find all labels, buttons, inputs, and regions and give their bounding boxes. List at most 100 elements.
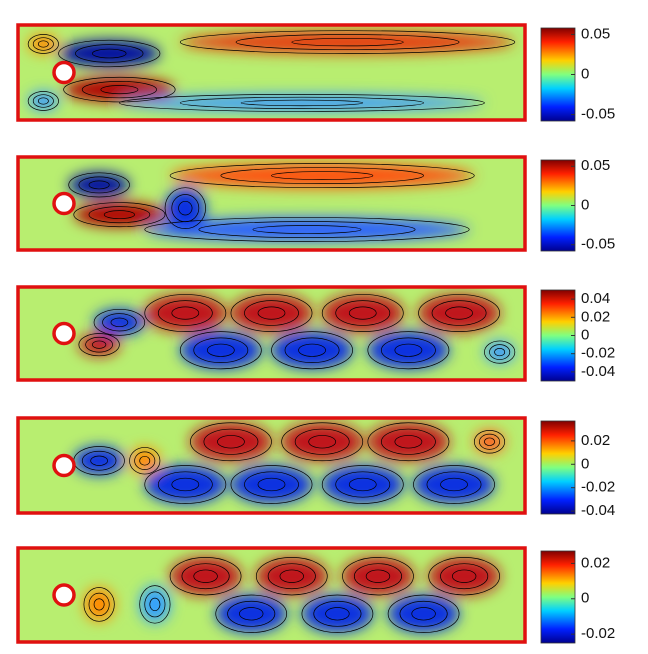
vortex (170, 163, 475, 188)
colorbar-tick-label: 0 (581, 326, 589, 343)
contour-line (78, 333, 120, 357)
contour-line (284, 337, 340, 363)
vortex (170, 557, 242, 595)
contour-line (321, 294, 404, 332)
vortex (94, 309, 145, 336)
vortex (78, 333, 120, 356)
contour-line (90, 455, 108, 466)
vortex (180, 30, 515, 54)
contour-line (252, 225, 362, 234)
contour-line (129, 447, 161, 475)
contour-line (220, 167, 424, 185)
vortex (180, 331, 262, 369)
contour-line (157, 300, 213, 326)
colorbar-tick-label: 0.02 (581, 554, 610, 571)
contour-line (367, 422, 450, 462)
contour-line (81, 81, 157, 99)
vortex (144, 465, 226, 504)
contour-line (190, 422, 272, 462)
contour-line (267, 563, 316, 590)
vortex (230, 294, 313, 332)
contour-line (171, 477, 200, 492)
vortex (165, 187, 206, 229)
vortex (63, 77, 176, 102)
colorbar-tick-label: 0 (581, 65, 589, 82)
contour-line (271, 331, 353, 370)
contour-line (178, 200, 193, 216)
colorbar (540, 289, 576, 382)
contour-line (353, 563, 402, 590)
contour-line (473, 430, 506, 454)
field-blobs (83, 557, 500, 633)
contour-line (63, 76, 176, 103)
colorbar (540, 27, 576, 122)
contour-line (394, 343, 423, 357)
vortex (190, 422, 272, 461)
contour-line (348, 306, 377, 320)
contour-line (88, 592, 110, 617)
contour-line (144, 465, 227, 504)
contour-line (255, 557, 328, 596)
vortex (301, 595, 373, 633)
contour-line (413, 465, 495, 504)
contour-line (484, 340, 516, 364)
contour-line (321, 465, 404, 504)
contour-line (32, 94, 54, 108)
domain-border (16, 416, 527, 515)
contour-line (239, 607, 264, 621)
field-blobs (78, 294, 515, 369)
contour-line (88, 206, 151, 224)
contour-line (479, 433, 500, 450)
contour-line (81, 450, 117, 471)
contour-line (83, 587, 115, 622)
contour-line (244, 300, 299, 326)
contour-line (139, 455, 151, 466)
contour-line (348, 477, 377, 492)
colorbar-tick-label: -0.02 (581, 479, 615, 496)
colorbar-tick-label: 0.02 (581, 308, 610, 325)
vortex (73, 446, 125, 475)
colorbar-tick-label: 0.05 (581, 25, 610, 42)
field-blobs (28, 30, 515, 112)
cylinder (52, 191, 76, 216)
contour-line (206, 343, 235, 357)
colorbar-tick-label: 0.05 (581, 157, 610, 174)
colorbar (540, 159, 576, 252)
vortex (342, 557, 414, 595)
contour-line (279, 569, 304, 583)
contour-line (230, 294, 313, 332)
colorbar-tick-label: -0.05 (581, 236, 615, 253)
vortex (83, 587, 115, 622)
contour-line (342, 557, 414, 596)
contour-line (308, 435, 337, 449)
field-panel (18, 548, 525, 642)
domain-border (16, 23, 527, 122)
contour-line (381, 428, 436, 455)
contour-line (169, 163, 475, 189)
contour-line (144, 217, 470, 242)
field-panel (18, 287, 525, 380)
colorbar-tick-label: 0.02 (581, 432, 610, 449)
contour-line (291, 37, 404, 47)
contour-line (110, 317, 129, 328)
vortex (230, 465, 313, 504)
vortex (322, 294, 404, 332)
contour-line (171, 194, 200, 223)
colorbar-tick-label: 0 (581, 455, 589, 472)
contour-line (85, 336, 113, 353)
contour-line (169, 557, 242, 596)
contour-line (440, 563, 489, 590)
contour-line (365, 569, 391, 583)
contour-line (451, 569, 477, 583)
vortex (388, 595, 460, 633)
vortex (144, 217, 470, 242)
contour-line (171, 306, 200, 320)
contour-line (257, 477, 286, 492)
contour-line (203, 428, 259, 455)
contour-line (227, 600, 276, 627)
contour-line (181, 563, 230, 590)
contour-line (144, 591, 166, 618)
contour-line (179, 331, 262, 370)
contour-line (88, 180, 110, 190)
contour-line (179, 96, 424, 109)
